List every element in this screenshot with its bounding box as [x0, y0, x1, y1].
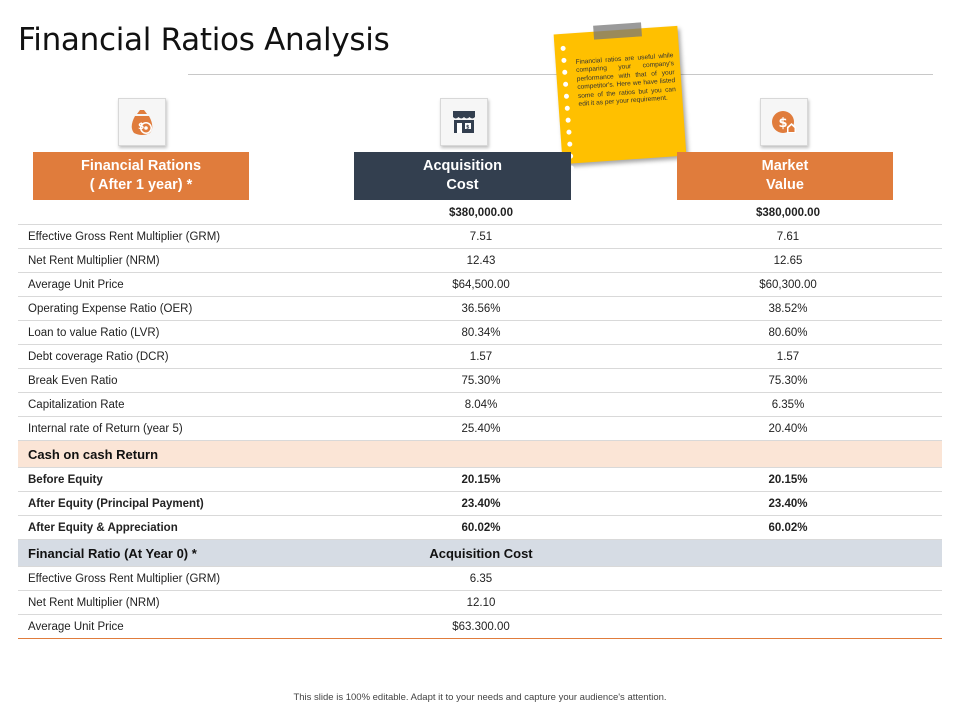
row-label: Debt coverage Ratio (DCR)	[28, 350, 169, 363]
acquisition-value: 1.57	[469, 350, 493, 363]
row-label: After Equity & Appreciation	[28, 521, 178, 534]
market-value: 7.61	[776, 230, 800, 243]
row-label: Effective Gross Rent Multiplier (GRM)	[28, 230, 221, 243]
section-cash-on-cash: Cash on cash Return	[18, 441, 942, 468]
row-label: Loan to value Ratio (LVR)	[28, 326, 160, 339]
acquisition-value: $63.300.00	[452, 620, 510, 633]
page-title: Financial Ratios Analysis	[18, 22, 390, 58]
acquisition-value: 36.56%	[461, 302, 501, 315]
market-value: 38.52%	[768, 302, 808, 315]
header-financial-rations: Financial Rations ( After 1 year) *	[33, 152, 249, 200]
table-row: $380,000.00 $380,000.00	[18, 201, 942, 225]
table-row: Effective Gross Rent Multiplier (GRM) 7.…	[18, 225, 942, 249]
money-bag-gear-icon: $	[118, 98, 166, 146]
market-value: 20.15%	[768, 473, 808, 486]
header-line: Financial Rations	[80, 158, 202, 174]
row-label: Internal rate of Return (year 5)	[28, 422, 183, 435]
svg-text:$: $	[138, 122, 144, 132]
svg-text:$: $	[466, 125, 470, 131]
tape	[593, 22, 642, 40]
acquisition-value: 12.10	[466, 596, 496, 609]
table-row: Before Equity 20.15% 20.15%	[18, 468, 942, 492]
table-row: Break Even Ratio 75.30% 75.30%	[18, 369, 942, 393]
acquisition-value: 23.40%	[461, 497, 501, 510]
header-market-value: Market Value	[677, 152, 893, 200]
market-value: 20.40%	[768, 422, 808, 435]
market-value: 12.65	[773, 254, 803, 267]
market-value: 23.40%	[768, 497, 808, 510]
row-label: Average Unit Price	[28, 620, 124, 633]
store-icon: $	[440, 98, 488, 146]
row-label: Net Rent Multiplier (NRM)	[28, 596, 160, 609]
acquisition-value: 8.04%	[464, 398, 498, 411]
table-row: Capitalization Rate 8.04% 6.35%	[18, 393, 942, 417]
market-value: 1.57	[776, 350, 800, 363]
section-title: Financial Ratio (At Year 0) *	[28, 545, 197, 561]
row-label: Operating Expense Ratio (OER)	[28, 302, 193, 315]
acquisition-value: $380,000.00	[449, 206, 513, 219]
acquisition-value: 7.51	[469, 230, 493, 243]
section-year-0: Financial Ratio (At Year 0) * Acquisitio…	[18, 540, 942, 567]
ratios-table: $380,000.00 $380,000.00 Effective Gross …	[18, 201, 942, 639]
table-row: Effective Gross Rent Multiplier (GRM) 6.…	[18, 567, 942, 591]
footer-note: This slide is 100% editable. Adapt it to…	[293, 692, 667, 703]
market-value: $60,300.00	[759, 278, 817, 291]
note-text: Financial ratios are useful while compar…	[575, 52, 676, 108]
row-label: Effective Gross Rent Multiplier (GRM)	[28, 572, 221, 585]
header-line: Acquisition	[423, 158, 502, 174]
row-label: Net Rent Multiplier (NRM)	[28, 254, 160, 267]
market-value: 80.60%	[768, 326, 808, 339]
table-row: Net Rent Multiplier (NRM) 12.43 12.65	[18, 249, 942, 273]
acquisition-value: 80.34%	[461, 326, 501, 339]
market-value: $380,000.00	[756, 206, 820, 219]
table-row: Internal rate of Return (year 5) 25.40% …	[18, 417, 942, 441]
section-title: Cash on cash Return	[28, 446, 159, 462]
header-line: Value	[766, 177, 804, 193]
row-label: Before Equity	[28, 473, 103, 486]
dollar-house-icon: $	[760, 98, 808, 146]
table-row: Debt coverage Ratio (DCR) 1.57 1.57	[18, 345, 942, 369]
table-row: Average Unit Price $63.300.00	[18, 615, 942, 639]
acquisition-value: 12.43	[466, 254, 496, 267]
acquisition-value: 6.35	[469, 572, 493, 585]
acquisition-value: $64,500.00	[452, 278, 510, 291]
header-line: Cost	[446, 177, 479, 193]
market-value: 60.02%	[768, 521, 808, 534]
acquisition-value: 25.40%	[461, 422, 501, 435]
svg-text:$: $	[779, 116, 788, 131]
row-label: Average Unit Price	[28, 278, 124, 291]
acquisition-value: 75.30%	[461, 374, 501, 387]
row-label: Break Even Ratio	[28, 374, 118, 387]
market-value: 6.35%	[771, 398, 805, 411]
row-label: Capitalization Rate	[28, 398, 125, 411]
acquisition-value: 60.02%	[461, 521, 501, 534]
table-row: Net Rent Multiplier (NRM) 12.10	[18, 591, 942, 615]
sticky-note: Financial ratios are useful while compar…	[553, 22, 687, 183]
table-row: Average Unit Price $64,500.00 $60,300.00	[18, 273, 942, 297]
acquisition-value: 20.15%	[461, 473, 501, 486]
market-value: 75.30%	[768, 374, 808, 387]
table-row: After Equity & Appreciation 60.02% 60.02…	[18, 516, 942, 540]
table-row: After Equity (Principal Payment) 23.40% …	[18, 492, 942, 516]
header-line: Market	[761, 158, 809, 174]
header-acquisition-cost: Acquisition Cost	[354, 152, 571, 200]
section-column-label: Acquisition Cost	[429, 545, 533, 561]
table-row: Loan to value Ratio (LVR) 80.34% 80.60%	[18, 321, 942, 345]
table-row: Operating Expense Ratio (OER) 36.56% 38.…	[18, 297, 942, 321]
row-label: After Equity (Principal Payment)	[28, 497, 204, 510]
header-line: ( After 1 year) *	[89, 177, 193, 193]
